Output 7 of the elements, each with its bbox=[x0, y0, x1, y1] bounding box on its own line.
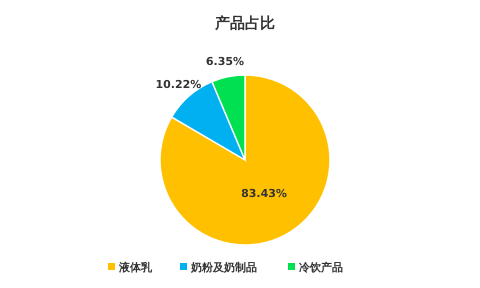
legend-label: 奶粉及奶制品 bbox=[190, 260, 257, 274]
chart-title: 产品占比 bbox=[214, 14, 275, 32]
data-label: 83.43% bbox=[241, 187, 287, 200]
legend-label: 液体乳 bbox=[118, 260, 153, 274]
data-label: 6.35% bbox=[206, 54, 244, 68]
legend-label: 冷饮产品 bbox=[299, 260, 343, 274]
data-label: 10.22% bbox=[155, 78, 202, 91]
